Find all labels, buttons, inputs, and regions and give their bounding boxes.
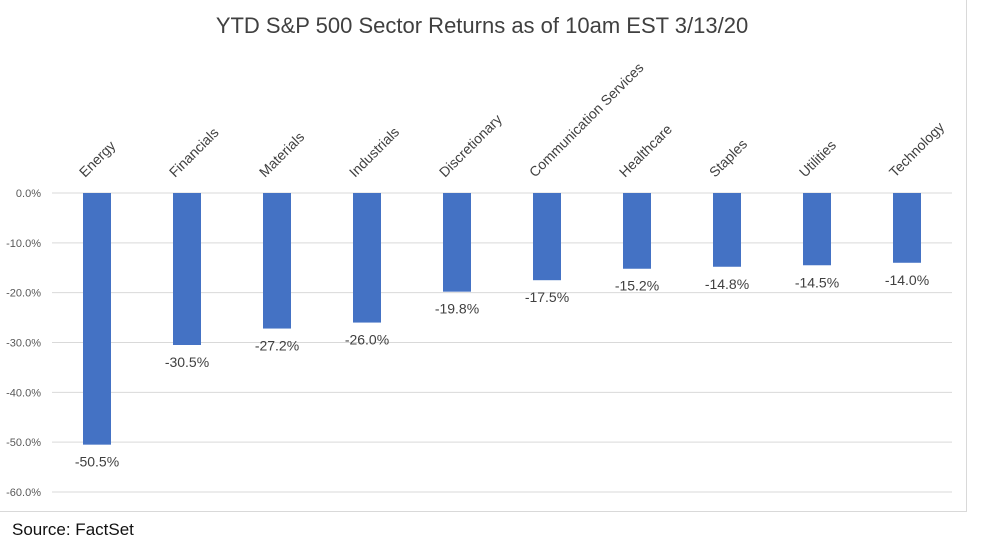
data-label: -30.5% (165, 354, 209, 370)
x-category-label: Industrials (346, 124, 402, 180)
y-tick-label: -40.0% (6, 387, 41, 399)
data-label: -26.0% (345, 332, 389, 348)
data-label: -50.5% (75, 454, 119, 470)
x-category-label: Energy (76, 137, 119, 180)
y-tick-label: -50.0% (6, 437, 41, 449)
y-tick-label: -20.0% (6, 288, 41, 300)
y-tick-label: -10.0% (6, 238, 41, 250)
x-category-label: Healthcare (616, 121, 675, 180)
gridlines (52, 192, 952, 493)
data-label: -14.0% (885, 272, 929, 288)
chart-frame (0, 0, 967, 512)
bar (713, 193, 741, 267)
data-label: -14.8% (705, 276, 749, 292)
y-tick-label: -30.0% (6, 338, 41, 350)
bars (83, 193, 921, 445)
x-category-label: Materials (256, 129, 307, 180)
x-category-label: Discretionary (436, 111, 505, 180)
sector-returns-chart: YTD S&P 500 Sector Returns as of 10am ES… (6, 13, 952, 499)
data-label: -14.5% (795, 274, 839, 290)
bar (173, 193, 201, 345)
x-category-label: Staples (706, 136, 750, 180)
bar (83, 193, 111, 445)
bar (893, 193, 921, 263)
data-labels: -50.5% -30.5% -27.2% -26.0% -19.8% -17.5% -15.… (75, 272, 929, 470)
x-category-label: Utilities (796, 137, 839, 180)
x-axis-category-labels: Energy Financials Materials Industrials Disc… (76, 59, 947, 180)
source-note: Source: FactSet (12, 520, 134, 539)
chart-title: YTD S&P 500 Sector Returns as of 10am ES… (216, 13, 748, 38)
y-axis-tick-labels: 0.0% -10.0% -20.0% -30.0% -40.0% -50.0% -60.0% (6, 188, 41, 499)
data-label: -27.2% (255, 338, 299, 354)
data-label: -15.2% (615, 278, 659, 294)
bar (443, 193, 471, 292)
bar (533, 193, 561, 281)
y-tick-label: -60.0% (6, 487, 41, 499)
bar (623, 193, 651, 269)
data-label: -17.5% (525, 289, 569, 305)
data-label: -19.8% (435, 301, 479, 317)
bar (353, 193, 381, 323)
x-category-label: Technology (886, 119, 947, 180)
x-category-label: Financials (166, 124, 222, 180)
y-tick-label: 0.0% (16, 188, 41, 200)
bar (263, 193, 291, 329)
bar (803, 193, 831, 266)
